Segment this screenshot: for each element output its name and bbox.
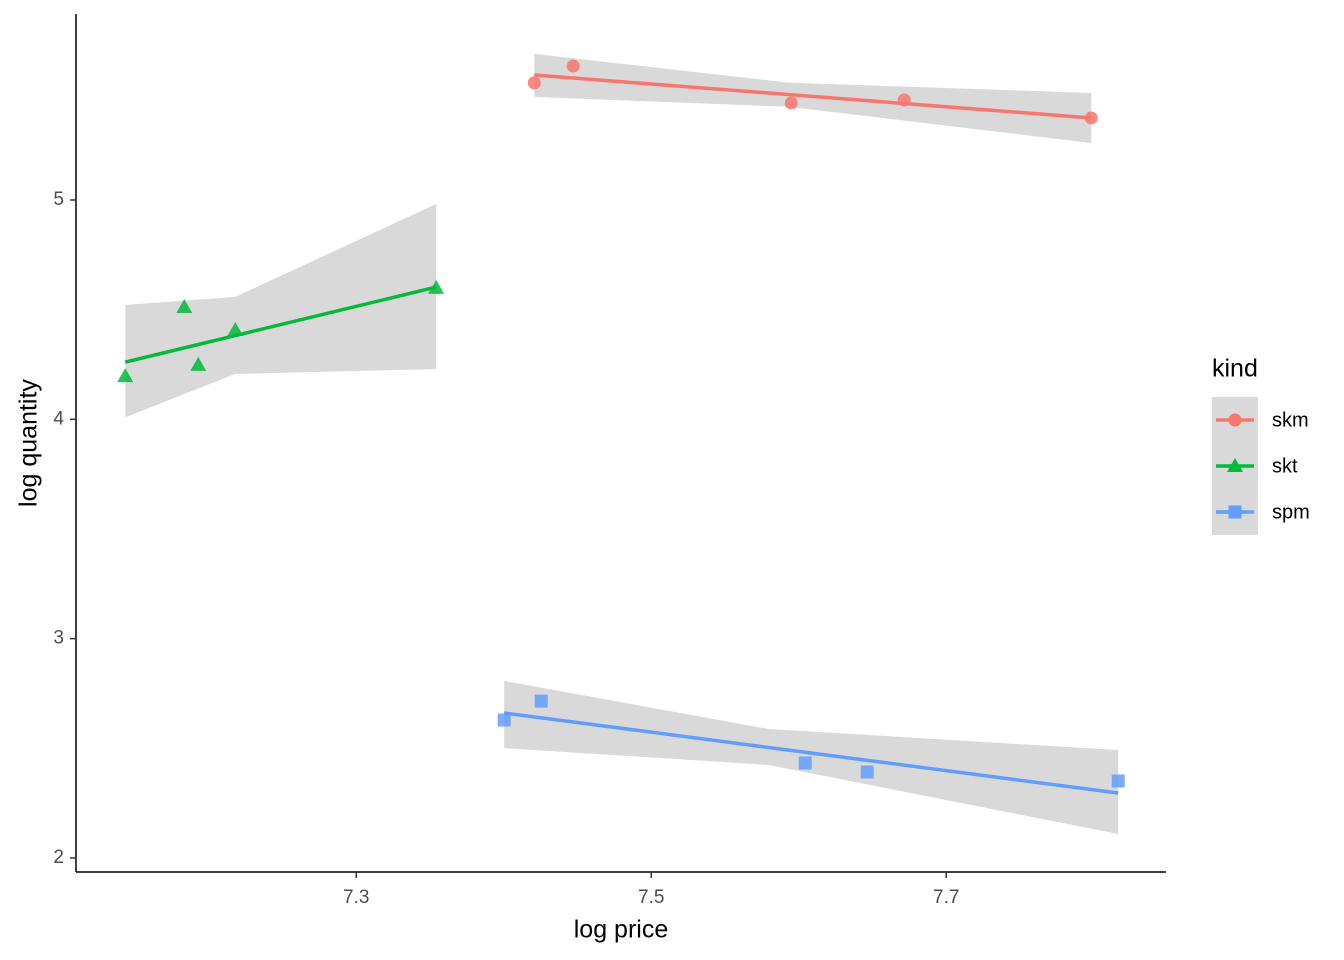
x-tick-label: 7.7 <box>933 887 959 908</box>
point <box>860 765 874 779</box>
point <box>534 694 548 708</box>
point <box>566 59 580 73</box>
x-tick-label: 7.5 <box>638 887 664 908</box>
point <box>1227 458 1243 472</box>
legend-label: skm <box>1272 409 1309 431</box>
fit-line <box>534 73 1092 120</box>
point <box>190 356 207 371</box>
fit-line <box>124 285 437 364</box>
y-tick-label: 4 <box>53 408 64 429</box>
point <box>1111 774 1125 788</box>
point <box>798 756 812 770</box>
confidence-band <box>125 203 437 418</box>
legend-title: kind <box>1212 355 1258 383</box>
y-axis-title: log quantity <box>15 379 43 507</box>
point <box>1228 413 1242 427</box>
point <box>176 299 193 314</box>
x-tick-label: 7.3 <box>343 887 369 908</box>
point <box>1228 505 1242 519</box>
y-tick-label: 5 <box>53 189 64 210</box>
point <box>227 322 244 337</box>
point <box>527 76 541 90</box>
point <box>497 713 511 727</box>
x-axis-title: log price <box>574 916 669 944</box>
y-tick-label: 3 <box>53 628 64 649</box>
point <box>784 96 798 110</box>
legend-label: skt <box>1272 455 1298 477</box>
confidence-band <box>534 53 1092 143</box>
y-tick-label: 2 <box>53 847 64 868</box>
point <box>117 368 134 383</box>
legend-label: spm <box>1272 501 1310 523</box>
fit-line <box>503 711 1119 795</box>
point <box>428 279 445 294</box>
